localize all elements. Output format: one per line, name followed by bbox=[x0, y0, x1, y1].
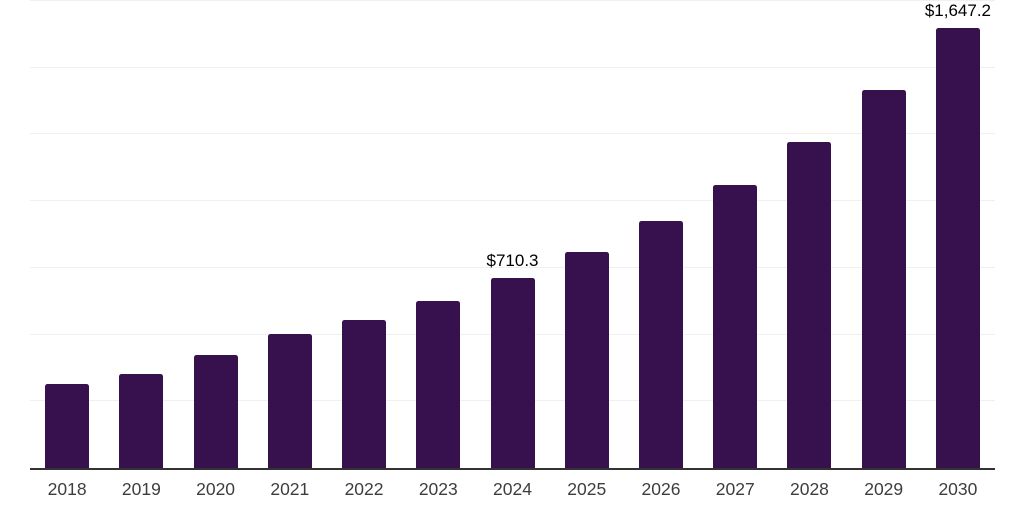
x-tick-label-2026: 2026 bbox=[641, 479, 681, 499]
bar-slot bbox=[550, 0, 624, 468]
plot-area: $710.3 $1,647.2 bbox=[30, 0, 995, 470]
x-tick-label-2023: 2023 bbox=[418, 479, 458, 499]
bars-row: $710.3 $1,647.2 bbox=[30, 0, 995, 468]
bar-slot: $710.3 bbox=[475, 0, 549, 468]
bar-slot bbox=[327, 0, 401, 468]
bar-slot: $1,647.2 bbox=[921, 0, 995, 468]
bar-2020 bbox=[193, 355, 238, 468]
bar-slot bbox=[30, 0, 104, 468]
x-tick-label-2027: 2027 bbox=[715, 479, 755, 499]
x-tick-label-2028: 2028 bbox=[789, 479, 829, 499]
x-tick-label-2018: 2018 bbox=[47, 479, 87, 499]
bar-slot bbox=[401, 0, 475, 468]
data-label-2030: $1,647.2 bbox=[924, 1, 992, 21]
gridline bbox=[30, 133, 995, 135]
bar-2021 bbox=[267, 333, 312, 468]
gridline bbox=[30, 266, 995, 268]
bar-2018 bbox=[45, 384, 90, 468]
bar-2022 bbox=[342, 319, 387, 468]
data-label-2024: $710.3 bbox=[486, 251, 539, 271]
x-tick-label-2030: 2030 bbox=[938, 479, 978, 499]
x-tick-label-2029: 2029 bbox=[864, 479, 904, 499]
x-tick-label-2024: 2024 bbox=[493, 479, 532, 499]
bar-slot bbox=[624, 0, 698, 468]
x-tick-label-2021: 2021 bbox=[270, 479, 310, 499]
bar-2026 bbox=[638, 221, 683, 468]
bar-2024 bbox=[490, 278, 535, 468]
bar-2023 bbox=[416, 300, 461, 468]
bar-2028 bbox=[787, 141, 832, 468]
bar-slot bbox=[847, 0, 921, 468]
x-tick-label-2025: 2025 bbox=[567, 479, 607, 499]
bar-2030 bbox=[935, 28, 980, 468]
x-tick-label-2019: 2019 bbox=[121, 479, 161, 499]
gridline bbox=[30, 200, 995, 202]
bar-slot bbox=[698, 0, 772, 468]
bar-2029 bbox=[861, 89, 906, 468]
bar-2025 bbox=[564, 252, 609, 468]
x-tick-label-2022: 2022 bbox=[344, 479, 384, 499]
gridline bbox=[30, 0, 995, 1]
x-tick-label-2020: 2020 bbox=[196, 479, 236, 499]
bar-slot bbox=[253, 0, 327, 468]
bar-slot bbox=[104, 0, 178, 468]
x-axis-labels: 2018 2019 2020 2021 2022 2023 2024 2025 2026 2027… bbox=[30, 479, 995, 499]
bar-slot bbox=[178, 0, 252, 468]
bar-2019 bbox=[119, 374, 164, 468]
bar-slot bbox=[772, 0, 846, 468]
bar-2027 bbox=[713, 185, 758, 468]
gridline bbox=[30, 66, 995, 68]
